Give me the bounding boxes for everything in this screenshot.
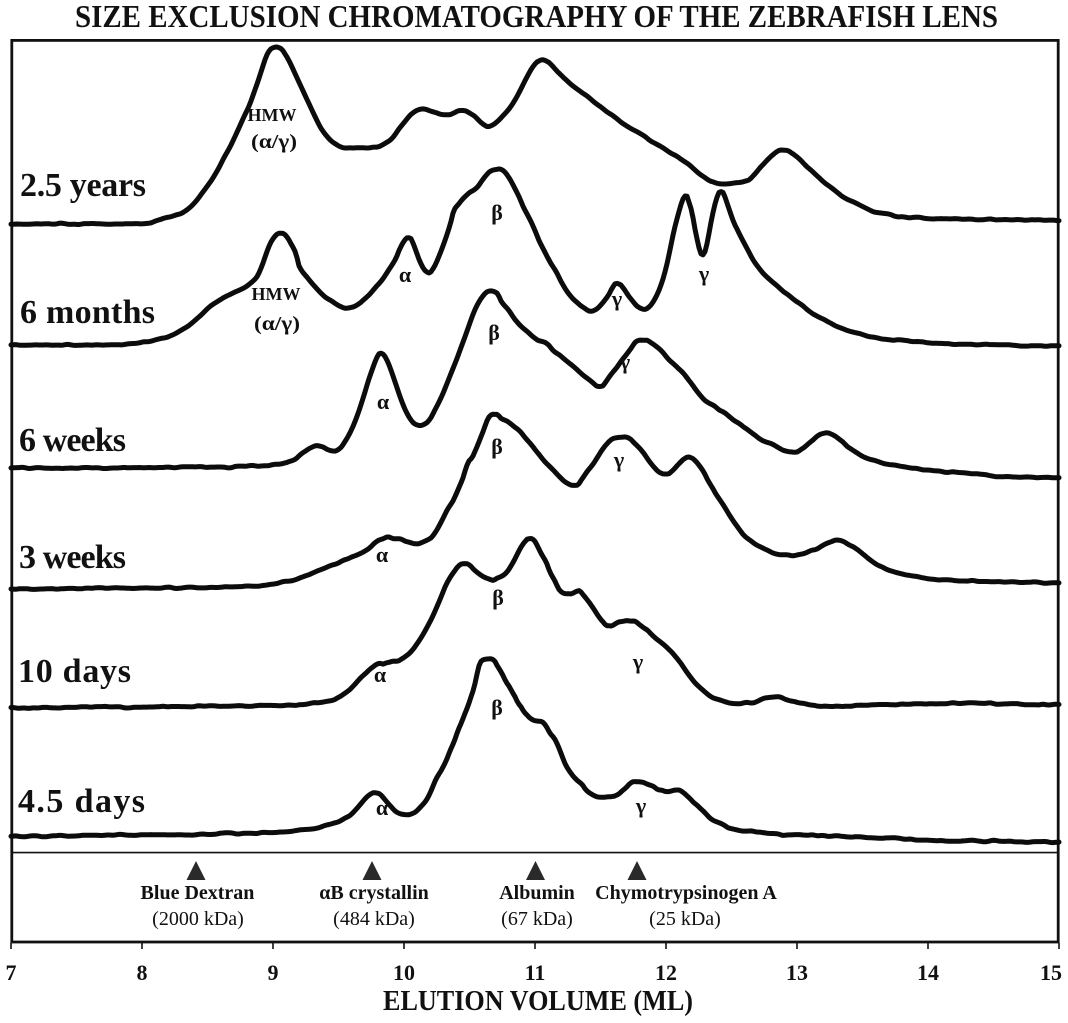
svg-text:β: β xyxy=(492,585,504,610)
svg-text:(25 kDa): (25 kDa) xyxy=(649,908,721,930)
svg-text:2.5 years: 2.5 years xyxy=(20,167,146,204)
svg-text:β: β xyxy=(491,434,503,459)
svg-text:β: β xyxy=(491,695,503,720)
svg-text:γ: γ xyxy=(613,447,624,472)
svg-text:15: 15 xyxy=(1040,960,1062,985)
svg-text:10 days: 10 days xyxy=(18,653,131,690)
svg-text:HMW: HMW xyxy=(252,284,301,304)
svg-text:(2000 kDa): (2000 kDa) xyxy=(152,908,244,930)
svg-text:α: α xyxy=(374,662,387,687)
svg-text:(α/γ): (α/γ) xyxy=(251,131,297,153)
svg-text:11: 11 xyxy=(525,960,546,985)
svg-text:γ: γ xyxy=(611,286,622,311)
svg-text:γ: γ xyxy=(635,793,646,818)
svg-text:10: 10 xyxy=(393,960,415,985)
svg-text:(484 kDa): (484 kDa) xyxy=(333,908,415,930)
svg-text:γ: γ xyxy=(698,261,709,286)
svg-text:(67 kDa): (67 kDa) xyxy=(501,908,573,930)
svg-text:α: α xyxy=(377,389,390,414)
svg-text:9: 9 xyxy=(268,960,279,985)
svg-text:αB crystallin: αB crystallin xyxy=(319,882,429,904)
svg-text:β: β xyxy=(491,200,503,225)
svg-text:(α/γ): (α/γ) xyxy=(254,313,300,335)
svg-text:α: α xyxy=(376,795,389,820)
svg-text:7: 7 xyxy=(6,960,17,985)
svg-text:HMW: HMW xyxy=(248,105,297,125)
svg-text:γ: γ xyxy=(619,349,630,374)
svg-text:4.5 days: 4.5 days xyxy=(18,783,145,820)
svg-text:6 weeks: 6 weeks xyxy=(19,422,126,459)
svg-text:Albumin: Albumin xyxy=(499,882,575,904)
svg-text:α: α xyxy=(399,262,412,287)
svg-text:γ: γ xyxy=(632,649,643,674)
svg-text:ELUTION VOLUME (ML): ELUTION VOLUME (ML) xyxy=(383,985,693,1017)
svg-text:Blue Dextran: Blue Dextran xyxy=(141,882,255,904)
svg-text:3 weeks: 3 weeks xyxy=(19,539,126,576)
svg-text:Chymotrypsinogen A: Chymotrypsinogen A xyxy=(595,882,777,904)
svg-text:SIZE EXCLUSION CHROMATOGRAPHY: SIZE EXCLUSION CHROMATOGRAPHY OF THE ZEB… xyxy=(75,0,998,34)
svg-text:13: 13 xyxy=(786,960,808,985)
svg-text:8: 8 xyxy=(137,960,148,985)
svg-text:6 months: 6 months xyxy=(20,294,155,331)
svg-text:14: 14 xyxy=(917,960,939,985)
svg-text:α: α xyxy=(376,542,389,567)
svg-text:β: β xyxy=(488,320,500,345)
svg-text:12: 12 xyxy=(655,960,677,985)
